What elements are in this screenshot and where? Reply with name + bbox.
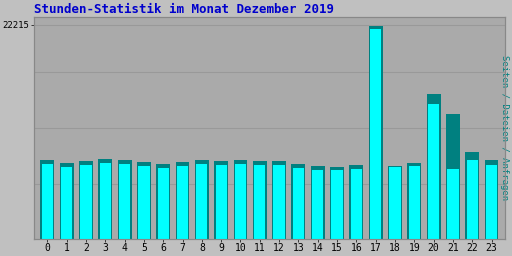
Bar: [466, 160, 478, 239]
Bar: [42, 164, 53, 239]
Bar: [177, 166, 188, 239]
Bar: [196, 164, 207, 239]
Bar: [119, 164, 130, 239]
Bar: [235, 164, 246, 239]
Bar: [291, 164, 305, 239]
Bar: [156, 164, 170, 239]
Bar: [253, 161, 267, 239]
Bar: [330, 167, 344, 239]
Bar: [486, 165, 497, 239]
Bar: [137, 162, 151, 239]
Bar: [100, 163, 111, 239]
Bar: [369, 26, 382, 239]
Bar: [408, 163, 421, 239]
Bar: [118, 160, 132, 239]
Bar: [293, 168, 304, 239]
Bar: [254, 165, 265, 239]
Bar: [79, 161, 93, 239]
Bar: [484, 160, 499, 239]
Bar: [426, 94, 440, 239]
Bar: [60, 163, 74, 239]
Bar: [409, 166, 420, 239]
Bar: [370, 28, 381, 239]
Bar: [158, 168, 169, 239]
Bar: [447, 168, 459, 239]
Bar: [312, 169, 323, 239]
Bar: [61, 167, 72, 239]
Bar: [331, 170, 343, 239]
Bar: [349, 165, 364, 239]
Bar: [214, 161, 228, 239]
Bar: [233, 160, 247, 239]
Bar: [98, 159, 112, 239]
Bar: [176, 162, 189, 239]
Bar: [80, 165, 92, 239]
Bar: [388, 166, 402, 239]
Bar: [446, 113, 460, 239]
Bar: [272, 161, 286, 239]
Bar: [351, 168, 362, 239]
Bar: [311, 166, 325, 239]
Bar: [389, 167, 400, 239]
Text: Stunden-Statistik im Monat Dezember 2019: Stunden-Statistik im Monat Dezember 2019: [34, 3, 334, 16]
Bar: [428, 104, 439, 239]
Bar: [195, 160, 209, 239]
Bar: [216, 165, 227, 239]
Bar: [273, 165, 285, 239]
Bar: [40, 160, 54, 239]
Y-axis label: Seiten / Dateien / Anfragen: Seiten / Dateien / Anfragen: [500, 56, 509, 200]
Bar: [138, 166, 150, 239]
Bar: [465, 152, 479, 239]
